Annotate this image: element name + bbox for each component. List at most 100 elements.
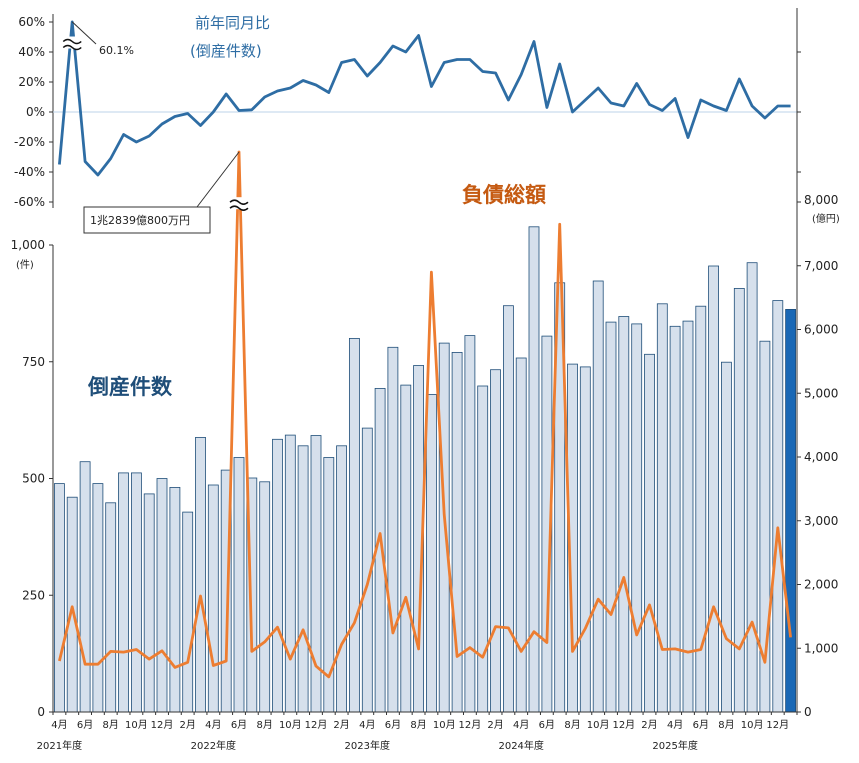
yoy-peak-label: 60.1% [99, 44, 134, 57]
debt-callout-box [83, 206, 211, 234]
x-month-label: 12月 [459, 719, 482, 731]
left-tick-label: 1,000 [11, 238, 45, 252]
yoy-break-mark [62, 38, 82, 51]
bar-2023-07 [400, 384, 412, 713]
x-month-label: 8月 [103, 719, 119, 731]
bar-2023-12 [464, 335, 476, 713]
bar-2024-04 [515, 357, 527, 713]
bar-series [54, 226, 796, 713]
x-month-label: 10月 [433, 719, 456, 731]
x-month-label: 4月 [359, 719, 375, 731]
bar-2021-05 [66, 496, 78, 713]
right-tick-label: 6,000 [804, 323, 838, 337]
yoy-line-group [58, 20, 791, 177]
bar-2024-12 [618, 316, 630, 713]
debt-line-group [58, 150, 792, 679]
bar-2022-01 [169, 486, 181, 713]
x-month-label: 2月 [641, 719, 657, 731]
bar-2023-06 [387, 346, 399, 713]
x-month-label: 6月 [231, 719, 247, 731]
x-axis: 4月 6月 8月 10月 12月 2月 4月 6月 8月 10月 12月 2月 4月 6月 8月 10月 12月… [37, 711, 798, 752]
bar-2021-04 [54, 483, 65, 713]
bar-2022-03 [195, 436, 206, 713]
bar-2021-08 [105, 502, 117, 713]
bar-2023-02 [336, 445, 348, 713]
x-month-label: 8月 [256, 719, 272, 731]
x-month-label: 12月 [305, 719, 328, 731]
x-month-label: 4月 [51, 719, 67, 731]
x-month-label: 12月 [151, 719, 174, 731]
bar-2022-04 [207, 484, 219, 713]
left-unit-label: (件) [16, 259, 34, 271]
yoy-tick-label: -40% [14, 165, 45, 179]
debt-line [58, 150, 792, 679]
bar-2024-09 [579, 366, 591, 713]
right-tick-label: 4,000 [804, 450, 838, 464]
bar-2024-11 [605, 321, 617, 713]
bar-2021-10 [130, 472, 142, 713]
yoy-tick-label: 40% [18, 45, 45, 59]
bar-2021-11 [143, 493, 155, 713]
x-month-label: 8月 [718, 719, 734, 731]
x-month-label: 8月 [564, 719, 580, 731]
yoy-tick-label: 0% [26, 105, 45, 119]
count-series-label: 倒産件数 [87, 375, 173, 399]
bar-2025-10 [746, 262, 758, 713]
right-tick-label: 0 [804, 705, 812, 719]
right-unit-label: (億円) [812, 212, 840, 225]
x-month-label: 4月 [513, 719, 529, 731]
debt-callout-leader [196, 151, 240, 208]
x-fiscal-year-label: 2023年度 [345, 739, 390, 752]
bar-2022-08 [259, 481, 271, 713]
bar-2021-06 [79, 461, 91, 713]
x-month-label: 6月 [693, 719, 709, 731]
bar-2025-01 [631, 323, 643, 713]
right-tick-label: 1,000 [804, 641, 838, 655]
x-month-label: 10月 [587, 719, 610, 731]
yoy-axis: -60% -40% -20% 0% 20% 40% 60% [14, 14, 54, 209]
bar-2025-04 [669, 325, 681, 713]
right-axis: 0 1,000 2,000 3,000 4,000 5,000 6,000 7,000 8,00… [796, 8, 838, 719]
bar-2024-02 [490, 369, 501, 713]
right-tick-label: 3,000 [804, 514, 838, 528]
x-month-label: 6月 [385, 719, 401, 731]
right-tick-label: 2,000 [804, 578, 838, 592]
yoy-tick-label: 60% [18, 15, 45, 29]
left-tick-label: 750 [22, 355, 45, 369]
bar-2022-09 [272, 438, 283, 713]
x-month-label: 12月 [766, 719, 789, 731]
left-axis: 0 250 500 750 1,000 [11, 238, 54, 719]
bar-2022-11 [297, 445, 309, 713]
x-month-label: 2月 [487, 719, 503, 731]
x-month-label: 10月 [279, 719, 302, 731]
yoy-tick-label: -60% [14, 195, 45, 209]
bar-2022-06 [233, 457, 245, 713]
bar-2022-10 [284, 434, 296, 713]
bar-2025-08 [721, 361, 732, 713]
left-tick-label: 0 [37, 705, 45, 719]
yoy-line [58, 20, 791, 177]
x-fiscal-year-label: 2022年度 [191, 739, 236, 752]
x-month-label: 4月 [667, 719, 683, 731]
right-tick-label: 8,000 [804, 193, 838, 207]
bar-2023-11 [451, 351, 463, 713]
debt-series-label: 負債総額 [462, 183, 546, 207]
left-tick-label: 500 [22, 472, 45, 486]
yoy-tick-label: -20% [14, 135, 45, 149]
x-fiscal-year-label: 2024年度 [498, 739, 543, 752]
bar-2021-07 [92, 483, 104, 713]
left-tick-label: 250 [22, 588, 45, 602]
x-month-label: 2月 [180, 719, 196, 731]
yoy-tick-label: 20% [18, 75, 45, 89]
yoy-subtitle: (倒産件数) [190, 42, 262, 60]
debt-callout-label: 1兆2839億800万円 [90, 214, 190, 227]
x-fiscal-year-label: 2025年度 [652, 739, 697, 752]
right-tick-label: 5,000 [804, 386, 838, 400]
bar-2025-12 [772, 300, 784, 713]
bar-2021-09 [118, 472, 129, 713]
bar-2025-02 [644, 353, 655, 713]
x-month-label: 12月 [612, 719, 635, 731]
x-month-label: 2月 [333, 719, 349, 731]
bar-2023-09 [425, 393, 437, 713]
